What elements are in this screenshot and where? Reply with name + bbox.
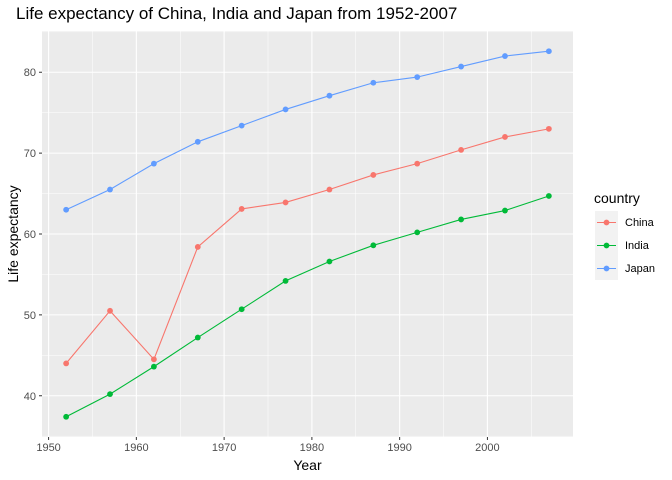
data-point-japan [545, 48, 552, 55]
data-point-india [545, 193, 552, 199]
data-point-india [502, 207, 508, 214]
data-point-japan [282, 106, 289, 113]
data-point-china [414, 160, 421, 167]
series-line-india [65, 195, 550, 418]
y-axis: 40 50 60 70 80 [24, 67, 42, 403]
data-point-japan [326, 92, 333, 99]
x-tick-label: 1990 [387, 442, 411, 454]
data-point-india [238, 306, 245, 313]
data-point-china [458, 146, 464, 153]
chart-title: Life expectancy of China, India and Japa… [16, 4, 457, 23]
x-axis-title: Year [293, 457, 322, 473]
series-line-japan [65, 50, 549, 211]
series-japan [63, 48, 552, 213]
data-point-japan [238, 122, 245, 129]
legend-key-point [603, 242, 610, 249]
y-tick-label: 40 [24, 391, 36, 403]
x-tick-label: 1960 [124, 442, 148, 454]
data-point-japan [63, 206, 70, 213]
legend-title: country [594, 190, 640, 206]
data-point-china [151, 356, 157, 363]
major-grid [42, 31, 573, 437]
legend-key-point [603, 265, 610, 272]
series-china [63, 125, 552, 367]
data-point-india [414, 229, 421, 236]
y-tick-label: 80 [24, 67, 36, 79]
data-point-china [282, 199, 289, 206]
data-point-india [194, 334, 201, 341]
data-point-japan [502, 53, 508, 59]
data-point-india [370, 242, 377, 249]
x-tick-label: 1950 [36, 442, 60, 454]
y-tick-label: 70 [24, 148, 36, 160]
legend-item-japan: Japan [595, 257, 655, 280]
data-point-india [151, 363, 157, 370]
data-point-china [502, 134, 508, 140]
data-point-japan [458, 63, 464, 70]
series-india [63, 193, 552, 420]
legend-item-india: India [595, 234, 650, 257]
data-point-japan [370, 79, 377, 86]
data-point-india [107, 391, 113, 398]
data-point-china [194, 244, 201, 250]
data-point-india [282, 278, 289, 284]
x-tick-label: 1970 [212, 442, 236, 454]
y-axis-title: Life expectancy [5, 185, 21, 282]
data-point-china [370, 172, 377, 178]
data-point-china [545, 125, 552, 132]
data-point-japan [194, 138, 201, 145]
legend-label: Japan [625, 263, 655, 275]
data-point-india [63, 413, 70, 420]
legend-label: China [625, 217, 655, 229]
series-layer [63, 48, 552, 420]
data-point-japan [414, 74, 421, 80]
x-tick-label: 2000 [475, 442, 499, 454]
y-tick-label: 60 [24, 229, 36, 241]
data-point-japan [151, 160, 157, 167]
x-axis: 1950 1960 1970 1980 1990 2000 [36, 437, 500, 454]
series-line-china [65, 128, 549, 364]
legend-label: India [625, 240, 650, 252]
data-point-china [238, 206, 245, 212]
legend: country China India Japan [594, 190, 655, 280]
data-point-china [326, 186, 333, 193]
x-tick-label: 1980 [300, 442, 324, 454]
legend-key-point [603, 219, 610, 226]
data-point-india [326, 258, 333, 265]
legend-item-china: China [595, 211, 655, 234]
data-point-india [458, 216, 464, 223]
y-tick-label: 50 [24, 310, 36, 322]
data-point-china [63, 360, 70, 367]
data-point-japan [107, 186, 113, 193]
data-point-china [107, 307, 113, 314]
